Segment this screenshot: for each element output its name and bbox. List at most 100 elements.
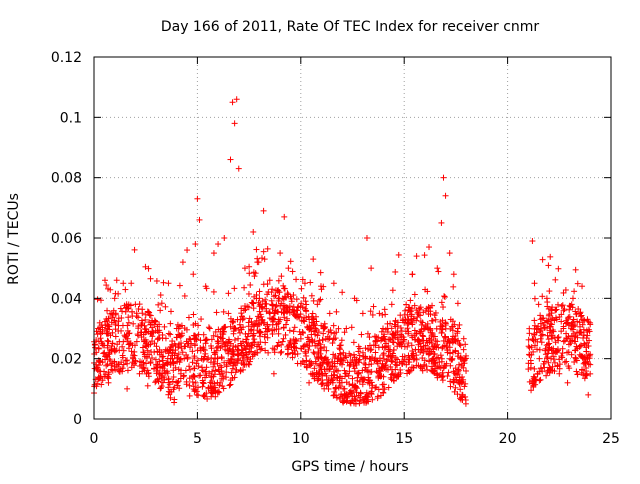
data-point — [177, 375, 184, 382]
data-point — [314, 377, 321, 384]
data-point — [446, 344, 453, 351]
data-point — [261, 256, 268, 263]
data-point — [289, 268, 296, 275]
data-point — [158, 300, 165, 307]
data-point — [165, 330, 172, 337]
data-point — [217, 362, 224, 369]
data-point — [94, 296, 101, 303]
data-point — [264, 280, 271, 287]
data-point — [245, 340, 252, 347]
data-point — [155, 301, 162, 308]
data-point — [543, 372, 550, 379]
data-point — [270, 315, 277, 322]
data-point — [176, 385, 183, 392]
data-point — [527, 364, 534, 371]
data-point — [537, 365, 544, 372]
data-point — [192, 241, 199, 248]
data-point — [374, 338, 381, 345]
data-point — [206, 325, 213, 332]
data-point — [456, 374, 463, 381]
data-point — [130, 320, 137, 327]
data-point — [142, 263, 149, 270]
data-point — [179, 349, 186, 356]
data-point — [329, 340, 336, 347]
data-point — [393, 373, 400, 380]
data-point — [358, 331, 365, 338]
data-point — [172, 364, 179, 371]
data-point — [459, 379, 466, 386]
data-point — [384, 366, 391, 373]
data-point — [269, 286, 276, 293]
data-point — [546, 329, 553, 336]
data-point — [438, 329, 445, 336]
data-point — [553, 316, 560, 323]
data-point — [405, 367, 412, 374]
data-point — [583, 372, 590, 379]
data-point — [167, 331, 174, 338]
data-point — [238, 305, 245, 312]
data-point — [556, 370, 563, 377]
data-point — [128, 280, 135, 287]
data-point — [214, 379, 221, 386]
data-point — [175, 331, 182, 338]
data-point — [162, 303, 169, 310]
data-point — [338, 357, 345, 364]
data-point — [417, 343, 424, 350]
data-point — [441, 293, 448, 300]
data-point — [415, 311, 422, 318]
data-point — [565, 363, 572, 370]
data-point — [246, 343, 253, 350]
data-point — [398, 332, 405, 339]
data-point — [379, 325, 386, 332]
data-point — [398, 358, 405, 365]
data-point — [152, 318, 159, 325]
data-point — [454, 325, 461, 332]
data-point — [534, 371, 541, 378]
data-point — [126, 340, 133, 347]
data-point — [539, 331, 546, 338]
data-point — [201, 347, 208, 354]
data-point — [131, 362, 138, 369]
data-point — [270, 370, 277, 377]
data-point — [438, 299, 445, 306]
data-point — [153, 378, 160, 385]
data-point — [281, 305, 288, 312]
data-point — [419, 319, 426, 326]
data-point — [103, 362, 110, 369]
data-point — [216, 368, 223, 375]
data-point — [193, 391, 200, 398]
data-point — [360, 377, 367, 384]
data-point — [256, 321, 263, 328]
data-point — [303, 314, 310, 321]
data-point — [233, 366, 240, 373]
data-point — [428, 367, 435, 374]
data-point — [307, 324, 314, 331]
y-tick-label: 0 — [73, 412, 82, 428]
data-point — [237, 329, 244, 336]
data-point — [223, 361, 230, 368]
data-point — [229, 365, 236, 372]
data-point — [194, 195, 201, 202]
data-point — [412, 346, 419, 353]
data-point — [285, 291, 292, 298]
data-point — [379, 311, 386, 318]
data-point — [124, 338, 131, 345]
data-point — [246, 270, 253, 277]
grid — [94, 57, 611, 419]
data-point — [109, 311, 116, 318]
data-point — [155, 335, 162, 342]
data-point — [301, 280, 308, 287]
data-point — [531, 325, 538, 332]
data-point — [104, 344, 111, 351]
data-point — [439, 345, 446, 352]
data-point — [331, 388, 338, 395]
data-point — [581, 375, 588, 382]
data-point — [173, 379, 180, 386]
data-point — [343, 325, 350, 332]
data-point — [132, 357, 139, 364]
data-point — [373, 334, 380, 341]
data-point — [391, 321, 398, 328]
data-point — [534, 346, 541, 353]
data-point — [531, 365, 538, 372]
data-point — [428, 357, 435, 364]
